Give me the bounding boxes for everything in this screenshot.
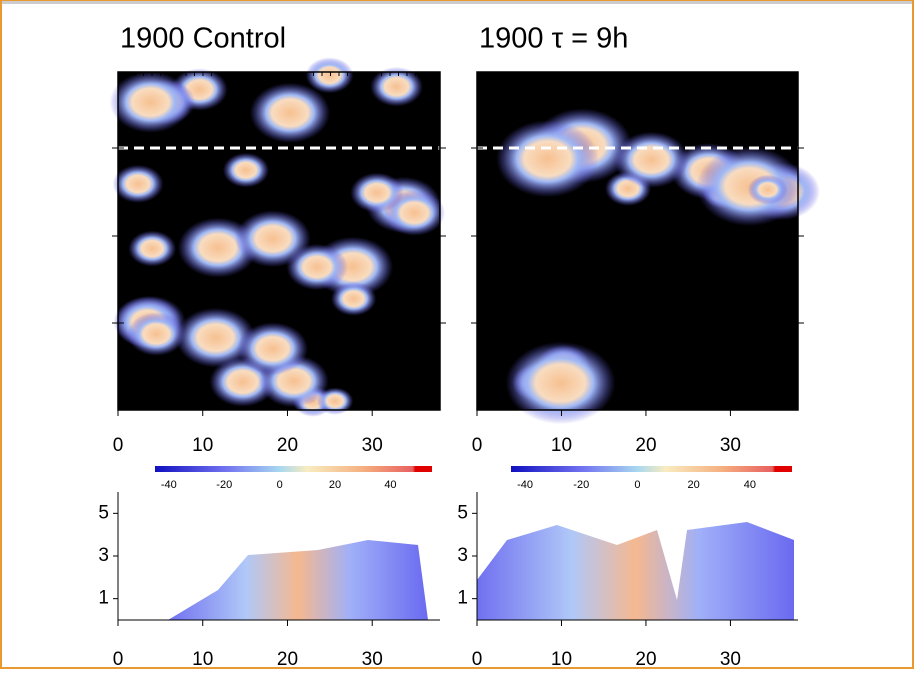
cloud: [175, 307, 256, 368]
x-tick-label: 20: [277, 435, 298, 456]
cloud: [330, 281, 377, 316]
cloud: [350, 172, 404, 213]
colorbar-label: -20: [573, 479, 589, 491]
x-tick-label: 20: [277, 649, 298, 670]
cloud: [496, 120, 599, 198]
cloud: [127, 312, 186, 356]
cloud: [128, 230, 177, 267]
plot-frame: [476, 71, 799, 411]
colorbar-label: -40: [517, 479, 533, 491]
colorbar-label: 20: [329, 479, 341, 491]
top-bar: [0, 0, 914, 4]
colorbar-label: 40: [384, 479, 396, 491]
cloud: [316, 387, 354, 415]
cloud: [109, 71, 192, 133]
y-tick-label: 3: [457, 545, 468, 566]
y-tick-label: 3: [98, 545, 109, 566]
panel-title: 1900 Control: [120, 23, 286, 55]
cloud: [237, 322, 308, 376]
x-tick-label: 20: [635, 649, 656, 670]
x-tick-label: 30: [362, 649, 383, 670]
colorbar-label: 0: [277, 479, 283, 491]
cloud: [222, 152, 270, 188]
cloud: [747, 174, 788, 205]
cloud: [613, 131, 689, 188]
colorbar: [155, 466, 432, 472]
cloud: [112, 164, 164, 203]
cloud-section: [168, 540, 428, 620]
colorbar-label: 20: [688, 479, 700, 491]
x-tick-label: 30: [362, 435, 383, 456]
x-tick-label: 20: [635, 435, 656, 456]
cloud: [370, 66, 423, 107]
cloud-section: [477, 522, 794, 620]
x-tick-label: 0: [472, 649, 483, 670]
x-tick-label: 0: [472, 435, 483, 456]
x-tick-label: 10: [192, 435, 213, 456]
colorbar-label: 0: [634, 479, 640, 491]
y-tick-label: 1: [457, 588, 468, 609]
y-tick-label: 5: [98, 502, 109, 523]
x-tick-label: 30: [720, 649, 741, 670]
cloud: [249, 82, 331, 143]
x-tick-label: 0: [113, 649, 124, 670]
y-tick-label: 5: [457, 502, 468, 523]
x-tick-label: 0: [113, 435, 124, 456]
cloud: [505, 341, 616, 425]
colorbar: [511, 466, 792, 472]
x-tick-label: 10: [192, 649, 213, 670]
colorbar-label: -40: [161, 479, 177, 491]
y-tick-label: 1: [98, 588, 109, 609]
colorbar-label: -20: [216, 479, 232, 491]
x-tick-label: 10: [551, 649, 572, 670]
panel-title: 1900 τ = 9h: [479, 23, 628, 55]
cloud: [305, 57, 354, 94]
x-tick-label: 10: [551, 435, 572, 456]
x-tick-label: 30: [720, 435, 741, 456]
cloud: [234, 210, 311, 268]
colorbar-label: 40: [744, 479, 756, 491]
